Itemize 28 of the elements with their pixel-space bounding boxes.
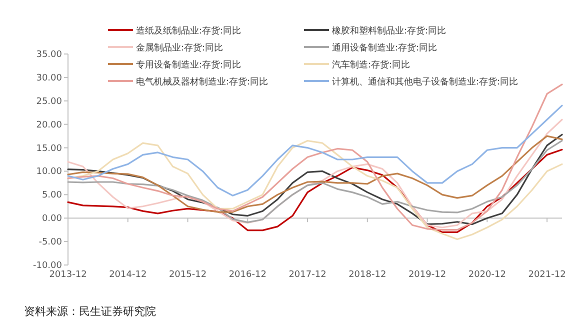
x-tick-label: 2017-12 <box>288 270 326 280</box>
legend-label: 汽车制造:存货:同比 <box>332 60 410 70</box>
legend-label: 金属制品业:存货:同比 <box>136 42 224 54</box>
text: 资料来源：民生证券研究院 <box>24 305 156 318</box>
y-tick-label: 35.00 <box>36 50 62 60</box>
y-tick-label: 30.00 <box>36 73 62 84</box>
x-tick-label: 2021-12 <box>528 270 566 280</box>
x-tick-label: 2016-12 <box>228 270 266 280</box>
y-tick-label: 0.00 <box>42 214 62 224</box>
y-tick-label: -10.00 <box>32 261 62 271</box>
x-tick-label: 2020-12 <box>468 270 506 280</box>
legend-label: 橡胶和塑料制品业:存货:同比 <box>332 26 446 36</box>
legend-label: 通用设备制造业:存货:同比 <box>332 42 438 54</box>
x-tick-label: 2013-12 <box>49 270 87 280</box>
y-tick-label: 15.00 <box>36 144 62 154</box>
y-tick-label: 20.00 <box>36 120 62 130</box>
legend-label: 造纸及纸制品业:存货:同比 <box>136 26 242 36</box>
x-tick-label: 2019-12 <box>408 270 446 280</box>
x-tick-label: 2015-12 <box>168 270 207 280</box>
legend-label: 专用设备制造业:存货:同比 <box>136 60 242 70</box>
y-tick-label: 25.00 <box>36 96 62 107</box>
legend-label: 电气机械及器材制造业:存货:同比 <box>136 76 268 88</box>
y-tick-label: 5.00 <box>42 190 62 201</box>
y-tick-label: 10.00 <box>36 167 62 178</box>
x-tick-label: 2014-12 <box>109 270 147 280</box>
x-tick-label: 2018-12 <box>348 270 386 280</box>
y-tick-label: -5.00 <box>38 238 62 248</box>
legend-label: 计算机、通信和其他电子设备制造业:存货:同比 <box>332 76 518 88</box>
